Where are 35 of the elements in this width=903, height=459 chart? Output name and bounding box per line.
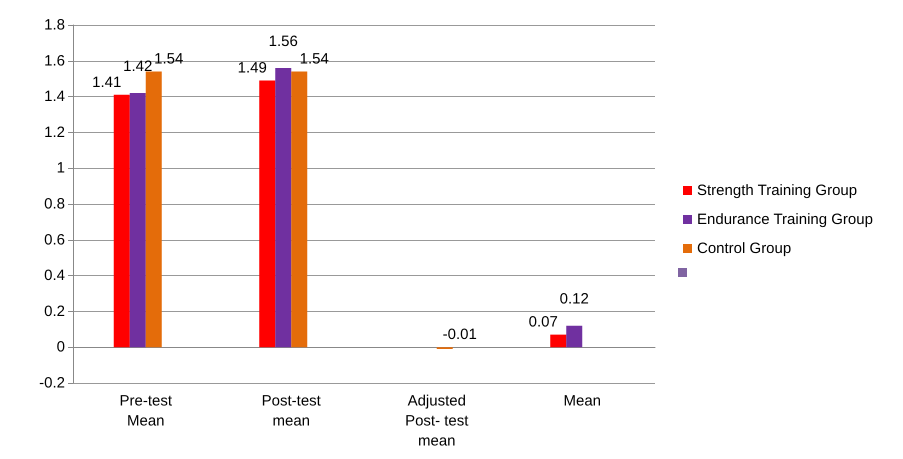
bar xyxy=(259,80,276,348)
data-label: 1.41 xyxy=(92,74,122,91)
x-tick-label: Post-test mean xyxy=(262,392,322,430)
y-tick-label: 1.8 xyxy=(44,16,65,34)
data-label: 1.54 xyxy=(154,50,184,68)
legend-label: Control Group xyxy=(697,240,792,257)
bar xyxy=(275,68,292,348)
bar xyxy=(550,334,566,348)
data-label: 1.56 xyxy=(268,32,298,50)
data-label: 0.07 xyxy=(528,314,558,331)
y-tick-label: 0.6 xyxy=(44,231,65,248)
y-tick-label: 0.8 xyxy=(44,196,65,212)
bar xyxy=(566,326,582,348)
bar xyxy=(291,72,308,348)
data-label: 1.49 xyxy=(238,59,267,76)
x-tick-label: Adjusted Post- test mean xyxy=(405,392,470,450)
y-tick-label: 0 xyxy=(56,338,65,356)
data-label: 0.12 xyxy=(560,290,589,308)
legend-label: Strength Training Group xyxy=(697,182,858,199)
y-tick-label: 1 xyxy=(56,160,65,177)
bar xyxy=(114,94,130,348)
x-tick-label: Mean xyxy=(563,392,602,410)
y-tick-label: 0.2 xyxy=(44,302,65,320)
y-tick-label: 1.2 xyxy=(44,124,65,141)
y-tick-label: 1.6 xyxy=(44,52,65,70)
x-tick-label: Pre-test Mean xyxy=(119,392,173,430)
y-tick-label: 1.4 xyxy=(44,88,65,106)
data-label: -0.01 xyxy=(442,326,477,344)
data-label: 1.42 xyxy=(123,58,152,76)
bar xyxy=(130,93,146,348)
bar xyxy=(146,72,162,348)
legend-label: Endurance Training Group xyxy=(697,211,873,228)
y-tick-label: -0.2 xyxy=(39,374,65,392)
data-label: 1.54 xyxy=(300,50,329,68)
y-tick-label: 0.4 xyxy=(44,267,65,284)
